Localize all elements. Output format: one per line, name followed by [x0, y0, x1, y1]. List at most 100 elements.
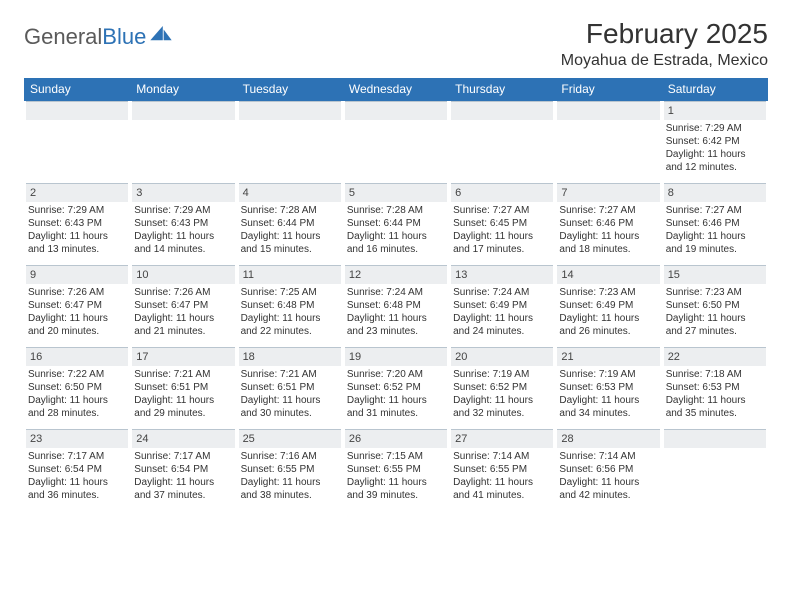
sunset-text: Sunset: 6:53 PM [666, 381, 764, 394]
brand-logo: GeneralBlue [24, 24, 172, 50]
day-details: Sunrise: 7:18 AMSunset: 6:53 PMDaylight:… [664, 368, 766, 420]
sunset-text: Sunset: 6:42 PM [666, 135, 764, 148]
day-number [451, 101, 553, 120]
sunset-text: Sunset: 6:52 PM [347, 381, 445, 394]
sunrise-text: Sunrise: 7:21 AM [134, 368, 232, 381]
sunset-text: Sunset: 6:50 PM [28, 381, 126, 394]
day-cell [662, 429, 768, 511]
week-row: 1Sunrise: 7:29 AMSunset: 6:42 PMDaylight… [24, 101, 768, 183]
daylight-text: Daylight: 11 hours and 32 minutes. [453, 394, 551, 420]
day-number: 19 [345, 347, 447, 366]
day-cell: 23Sunrise: 7:17 AMSunset: 6:54 PMDayligh… [24, 429, 130, 511]
daylight-text: Daylight: 11 hours and 30 minutes. [241, 394, 339, 420]
day-number: 2 [26, 183, 128, 202]
day-details: Sunrise: 7:23 AMSunset: 6:50 PMDaylight:… [664, 286, 766, 338]
day-cell [24, 101, 130, 183]
sunset-text: Sunset: 6:48 PM [347, 299, 445, 312]
sunrise-text: Sunrise: 7:22 AM [28, 368, 126, 381]
day-number: 1 [664, 101, 766, 120]
sunrise-text: Sunrise: 7:20 AM [347, 368, 445, 381]
day-details: Sunrise: 7:14 AMSunset: 6:55 PMDaylight:… [451, 450, 553, 502]
day-cell: 2 Sunrise: 7:29 AMSunset: 6:43 PMDaylight… [24, 183, 130, 265]
day-cell: 26Sunrise: 7:15 AMSunset: 6:55 PMDayligh… [343, 429, 449, 511]
day-details: Sunrise: 7:29 AMSunset: 6:43 PMDaylight:… [26, 204, 128, 256]
sunset-text: Sunset: 6:55 PM [453, 463, 551, 476]
daylight-text: Daylight: 11 hours and 15 minutes. [241, 230, 339, 256]
day-details: Sunrise: 7:27 AMSunset: 6:46 PMDaylight:… [664, 204, 766, 256]
sunset-text: Sunset: 6:53 PM [559, 381, 657, 394]
day-number [557, 101, 659, 120]
day-details: Sunrise: 7:28 AMSunset: 6:44 PMDaylight:… [345, 204, 447, 256]
day-number: 25 [239, 429, 341, 448]
sunrise-text: Sunrise: 7:14 AM [559, 450, 657, 463]
header: GeneralBlue February 2025 Moyahua de Est… [24, 18, 768, 70]
sunrise-text: Sunrise: 7:15 AM [347, 450, 445, 463]
day-cell: 25Sunrise: 7:16 AMSunset: 6:55 PMDayligh… [237, 429, 343, 511]
day-cell: 7Sunrise: 7:27 AMSunset: 6:46 PMDaylight… [555, 183, 661, 265]
day-number: 9 [26, 265, 128, 284]
day-details: Sunrise: 7:15 AMSunset: 6:55 PMDaylight:… [345, 450, 447, 502]
sunrise-text: Sunrise: 7:16 AM [241, 450, 339, 463]
sunrise-text: Sunrise: 7:28 AM [241, 204, 339, 217]
day-cell: 22Sunrise: 7:18 AMSunset: 6:53 PMDayligh… [662, 347, 768, 429]
day-cell: 18Sunrise: 7:21 AMSunset: 6:51 PMDayligh… [237, 347, 343, 429]
calendar-table: Sunday Monday Tuesday Wednesday Thursday… [24, 78, 768, 511]
daylight-text: Daylight: 11 hours and 28 minutes. [28, 394, 126, 420]
day-cell: 27Sunrise: 7:14 AMSunset: 6:55 PMDayligh… [449, 429, 555, 511]
daylight-text: Daylight: 11 hours and 35 minutes. [666, 394, 764, 420]
sunset-text: Sunset: 6:50 PM [666, 299, 764, 312]
day-cell: 21Sunrise: 7:19 AMSunset: 6:53 PMDayligh… [555, 347, 661, 429]
sunrise-text: Sunrise: 7:23 AM [559, 286, 657, 299]
day-number: 8 [664, 183, 766, 202]
daylight-text: Daylight: 11 hours and 29 minutes. [134, 394, 232, 420]
daylight-text: Daylight: 11 hours and 41 minutes. [453, 476, 551, 502]
week-row: 9Sunrise: 7:26 AMSunset: 6:47 PMDaylight… [24, 265, 768, 347]
day-number: 17 [132, 347, 234, 366]
sunrise-text: Sunrise: 7:28 AM [347, 204, 445, 217]
day-cell: 11Sunrise: 7:25 AMSunset: 6:48 PMDayligh… [237, 265, 343, 347]
day-details: Sunrise: 7:27 AMSunset: 6:46 PMDaylight:… [557, 204, 659, 256]
sunrise-text: Sunrise: 7:24 AM [453, 286, 551, 299]
weekday-header: Thursday [449, 78, 555, 101]
day-details: Sunrise: 7:17 AMSunset: 6:54 PMDaylight:… [132, 450, 234, 502]
sunset-text: Sunset: 6:54 PM [28, 463, 126, 476]
day-number: 28 [557, 429, 659, 448]
sunrise-text: Sunrise: 7:29 AM [666, 122, 764, 135]
sunrise-text: Sunrise: 7:27 AM [666, 204, 764, 217]
sunset-text: Sunset: 6:45 PM [453, 217, 551, 230]
day-details: Sunrise: 7:27 AMSunset: 6:45 PMDaylight:… [451, 204, 553, 256]
sunrise-text: Sunrise: 7:19 AM [559, 368, 657, 381]
week-row: 16Sunrise: 7:22 AMSunset: 6:50 PMDayligh… [24, 347, 768, 429]
day-cell: 17 Sunrise: 7:21 AMSunset: 6:51 PMDayligh… [130, 347, 236, 429]
sunset-text: Sunset: 6:46 PM [666, 217, 764, 230]
day-details: Sunrise: 7:26 AMSunset: 6:47 PMDaylight:… [132, 286, 234, 338]
day-cell: 1Sunrise: 7:29 AMSunset: 6:42 PMDaylight… [662, 101, 768, 183]
sunrise-text: Sunrise: 7:29 AM [28, 204, 126, 217]
day-cell [343, 101, 449, 183]
day-cell: 15 Sunrise: 7:23 AMSunset: 6:50 PMDayligh… [662, 265, 768, 347]
day-number: 18 [239, 347, 341, 366]
day-cell: 5Sunrise: 7:28 AMSunset: 6:44 PMDaylight… [343, 183, 449, 265]
day-details: Sunrise: 7:29 AMSunset: 6:43 PMDaylight:… [132, 204, 234, 256]
sunrise-text: Sunrise: 7:26 AM [134, 286, 232, 299]
day-number: 24 [132, 429, 234, 448]
day-details: Sunrise: 7:19 AMSunset: 6:52 PMDaylight:… [451, 368, 553, 420]
day-number: 15 [664, 265, 766, 284]
calendar-page: GeneralBlue February 2025 Moyahua de Est… [0, 0, 792, 521]
day-cell: 13Sunrise: 7:24 AMSunset: 6:49 PMDayligh… [449, 265, 555, 347]
day-number: 14 [557, 265, 659, 284]
weekday-header: Tuesday [237, 78, 343, 101]
day-number: 10 [132, 265, 234, 284]
day-details: Sunrise: 7:17 AMSunset: 6:54 PMDaylight:… [26, 450, 128, 502]
day-details: Sunrise: 7:21 AMSunset: 6:51 PMDaylight:… [132, 368, 234, 420]
day-cell [130, 101, 236, 183]
daylight-text: Daylight: 11 hours and 21 minutes. [134, 312, 232, 338]
sunset-text: Sunset: 6:52 PM [453, 381, 551, 394]
day-number: 4 [239, 183, 341, 202]
day-cell: 14Sunrise: 7:23 AMSunset: 6:49 PMDayligh… [555, 265, 661, 347]
sunrise-text: Sunrise: 7:26 AM [28, 286, 126, 299]
weekday-header: Saturday [662, 78, 768, 101]
day-cell [237, 101, 343, 183]
day-cell: 12Sunrise: 7:24 AMSunset: 6:48 PMDayligh… [343, 265, 449, 347]
sunrise-text: Sunrise: 7:27 AM [453, 204, 551, 217]
